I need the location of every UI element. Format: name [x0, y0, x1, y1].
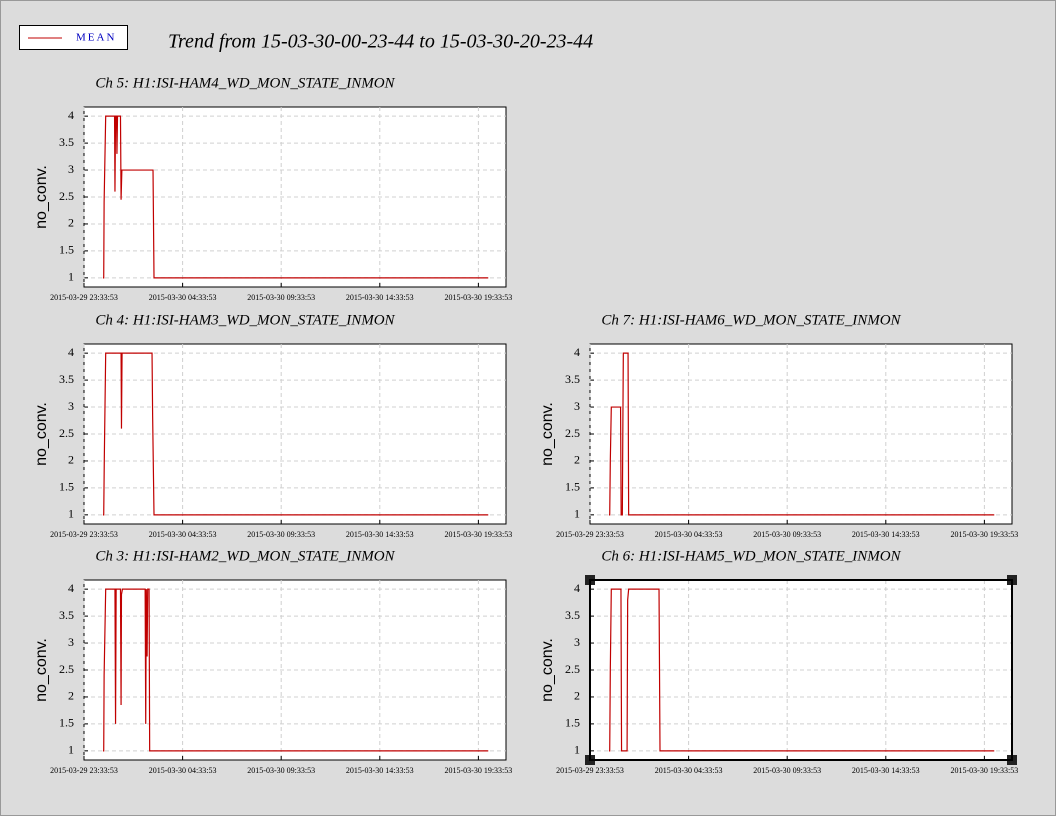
- y-tick-label: 3: [68, 399, 74, 413]
- y-axis-label: no_conv.: [33, 165, 50, 229]
- y-tick-label: 1: [574, 743, 580, 757]
- y-tick-label: 3: [68, 162, 74, 176]
- x-tick-label: 2015-03-30 09:33:53: [753, 530, 821, 539]
- x-tick-label: 2015-03-30 09:33:53: [247, 293, 315, 302]
- y-tick-label: 1.5: [59, 716, 74, 730]
- y-tick-label: 1: [68, 270, 74, 284]
- x-tick-label: 2015-03-30 19:33:53: [445, 766, 513, 775]
- y-tick-label: 1.5: [59, 480, 74, 494]
- x-tick-label: 2015-03-30 04:33:53: [149, 766, 217, 775]
- y-tick-label: 4: [574, 581, 580, 595]
- x-tick-label: 2015-03-30 09:33:53: [753, 766, 821, 775]
- chart-title: Ch 5: H1:ISI-HAM4_WD_MON_STATE_INMON: [95, 75, 395, 91]
- x-tick-label: 2015-03-30 14:33:53: [852, 766, 920, 775]
- x-tick-label: 2015-03-29 23:33:53: [556, 766, 624, 775]
- x-tick-label: 2015-03-29 23:33:53: [50, 530, 118, 539]
- y-axis-label: no_conv.: [539, 402, 556, 466]
- x-tick-label: 2015-03-30 14:33:53: [852, 530, 920, 539]
- y-tick-label: 3: [68, 635, 74, 649]
- y-tick-label: 4: [68, 581, 74, 595]
- chart-title: Ch 7: H1:ISI-HAM6_WD_MON_STATE_INMON: [601, 312, 901, 328]
- y-tick-label: 1: [68, 507, 74, 521]
- y-tick-label: 2: [68, 689, 74, 703]
- x-tick-label: 2015-03-29 23:33:53: [50, 766, 118, 775]
- y-tick-label: 4: [574, 345, 580, 359]
- x-tick-label: 2015-03-30 14:33:53: [346, 530, 414, 539]
- x-tick-label: 2015-03-30 14:33:53: [346, 293, 414, 302]
- chart-title: Ch 6: H1:ISI-HAM5_WD_MON_STATE_INMON: [601, 548, 901, 564]
- y-tick-label: 1.5: [59, 243, 74, 257]
- chart-title: Ch 3: H1:ISI-HAM2_WD_MON_STATE_INMON: [95, 548, 395, 564]
- y-tick-label: 2: [68, 453, 74, 467]
- x-tick-label: 2015-03-30 19:33:53: [951, 530, 1019, 539]
- y-tick-label: 2.5: [565, 426, 580, 440]
- x-tick-label: 2015-03-30 09:33:53: [247, 766, 315, 775]
- y-tick-label: 2: [574, 689, 580, 703]
- y-axis-label: no_conv.: [33, 638, 50, 702]
- data-line: [102, 115, 489, 279]
- x-tick-label: 2015-03-29 23:33:53: [556, 530, 624, 539]
- y-tick-label: 4: [68, 108, 74, 122]
- y-tick-label: 1.5: [565, 716, 580, 730]
- data-line: [102, 588, 489, 752]
- y-tick-label: 3.5: [59, 135, 74, 149]
- y-tick-label: 3.5: [565, 608, 580, 622]
- y-tick-label: 3.5: [59, 608, 74, 622]
- x-tick-label: 2015-03-30 04:33:53: [655, 530, 723, 539]
- legend-label: MEAN: [76, 32, 116, 44]
- y-tick-label: 3.5: [565, 372, 580, 386]
- x-tick-label: 2015-03-30 04:33:53: [655, 766, 723, 775]
- y-tick-label: 1: [574, 507, 580, 521]
- y-tick-label: 2.5: [565, 662, 580, 676]
- y-tick-label: 2.5: [59, 426, 74, 440]
- x-tick-label: 2015-03-30 19:33:53: [445, 293, 513, 302]
- data-line: [608, 588, 995, 752]
- y-tick-label: 4: [68, 345, 74, 359]
- x-tick-label: 2015-03-30 04:33:53: [149, 293, 217, 302]
- x-tick-label: 2015-03-30 14:33:53: [346, 766, 414, 775]
- x-tick-label: 2015-03-29 23:33:53: [50, 293, 118, 302]
- y-tick-label: 1: [68, 743, 74, 757]
- x-tick-label: 2015-03-30 19:33:53: [951, 766, 1019, 775]
- data-line: [608, 352, 995, 516]
- y-tick-label: 2: [68, 216, 74, 230]
- y-tick-label: 3: [574, 399, 580, 413]
- y-tick-label: 3.5: [59, 372, 74, 386]
- y-axis-label: no_conv.: [539, 638, 556, 702]
- y-tick-label: 2: [574, 453, 580, 467]
- x-tick-label: 2015-03-30 09:33:53: [247, 530, 315, 539]
- x-tick-label: 2015-03-30 04:33:53: [149, 530, 217, 539]
- y-tick-label: 3: [574, 635, 580, 649]
- chart-title: Ch 4: H1:ISI-HAM3_WD_MON_STATE_INMON: [95, 312, 395, 328]
- selection-frame: [589, 579, 1013, 761]
- y-tick-label: 2.5: [59, 189, 74, 203]
- y-axis-label: no_conv.: [33, 402, 50, 466]
- y-tick-label: 1.5: [565, 480, 580, 494]
- y-tick-label: 2.5: [59, 662, 74, 676]
- page-title: Trend from 15-03-30-00-23-44 to 15-03-30…: [168, 31, 593, 53]
- x-tick-label: 2015-03-30 19:33:53: [445, 530, 513, 539]
